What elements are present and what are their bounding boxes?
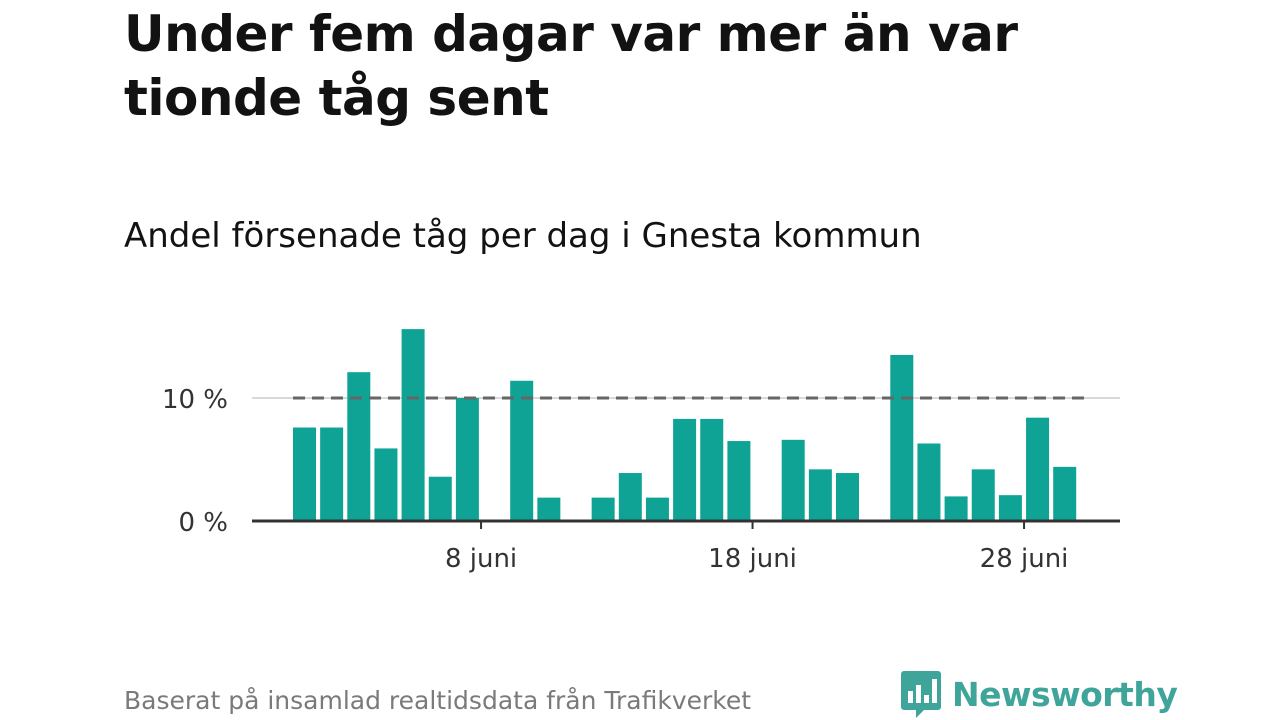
bar — [998, 495, 1022, 521]
bar — [808, 469, 832, 521]
bar — [645, 497, 669, 521]
brand-logo: Newsworthy — [900, 668, 1178, 720]
bar — [347, 372, 371, 521]
x-tick-label: 8 juni — [445, 544, 517, 574]
x-tick-label: 28 juni — [980, 544, 1069, 574]
bar — [1053, 466, 1077, 521]
bar — [1026, 417, 1050, 521]
bar — [971, 469, 995, 521]
newsworthy-logo-icon — [901, 671, 941, 718]
bar — [917, 443, 941, 521]
brand-name: Newsworthy — [952, 674, 1178, 714]
bar — [700, 418, 724, 521]
bar — [727, 441, 751, 521]
chart-subtitle: Andel försenade tåg per dag i Gnesta kom… — [124, 216, 922, 256]
bar — [944, 496, 968, 521]
y-tick-label: 0 % — [178, 508, 228, 538]
x-tick-label: 18 juni — [708, 544, 797, 574]
bar — [618, 473, 642, 521]
bar — [673, 418, 697, 521]
chart-title: Under fem dagar var mer än var tionde tå… — [124, 5, 1018, 127]
bar — [836, 473, 859, 521]
bar — [591, 497, 615, 521]
bar — [428, 476, 452, 521]
source-note: Baserat på insamlad realtidsdata från Tr… — [124, 686, 752, 715]
bar — [455, 398, 479, 521]
bar — [401, 329, 425, 521]
bar — [293, 427, 316, 521]
bar — [320, 427, 344, 521]
y-tick-label: 10 % — [162, 385, 228, 415]
bar — [537, 497, 561, 521]
bar — [374, 448, 398, 521]
bar — [510, 380, 534, 521]
bar — [781, 439, 805, 521]
bar — [890, 354, 914, 521]
